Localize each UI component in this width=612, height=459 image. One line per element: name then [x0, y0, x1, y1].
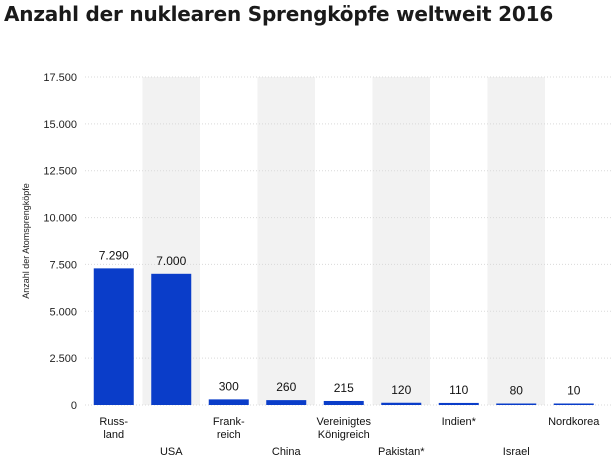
- value-label: 215: [334, 381, 354, 395]
- y-tick-label: 5.000: [49, 306, 77, 318]
- x-tick-label: China: [272, 446, 302, 458]
- value-labels: 7.290 7.000 300 260 215 120 110 80 10: [99, 248, 581, 397]
- x-tick-label: Pakistan*: [378, 446, 425, 458]
- bar: [438, 402, 479, 405]
- bar: [323, 400, 364, 405]
- category-band: [257, 77, 315, 405]
- y-axis: 0 2.500 5.000 7.500 10.000 12.500 15.000 17.500: [43, 72, 77, 412]
- bar: [266, 400, 307, 405]
- value-label: 300: [219, 379, 239, 393]
- x-tick-label: Russ-: [99, 416, 128, 428]
- y-tick-label: 10.000: [43, 213, 77, 225]
- x-tick-label: land: [103, 429, 124, 441]
- x-tick-label: Indien*: [442, 416, 477, 428]
- y-tick-label: 2.500: [49, 353, 77, 365]
- bar: [208, 399, 249, 405]
- category-band: [487, 77, 545, 405]
- value-label: 120: [391, 383, 411, 397]
- x-tick-label: reich: [217, 429, 241, 441]
- bar: [151, 273, 192, 405]
- bar: [553, 403, 594, 405]
- x-tick-label: Königreich: [318, 429, 370, 441]
- x-tick-label: Frank-: [213, 416, 245, 428]
- value-label: 110: [449, 383, 468, 397]
- bar: [381, 402, 422, 405]
- category-band: [372, 77, 430, 405]
- y-tick-label: 7.500: [49, 259, 77, 271]
- x-tick-label: Israel: [503, 446, 530, 458]
- value-label: 7.290: [99, 248, 129, 262]
- x-axis-labels: Russ-land USA Frank-reich China VereinigtesK…: [99, 416, 600, 458]
- bar: [496, 403, 537, 405]
- value-label: 7.000: [156, 254, 186, 268]
- chart-title: Anzahl der nuklearen Sprengköpfe weltwei…: [4, 2, 554, 26]
- y-axis-label: Anzahl der Atomsprengköpfe: [21, 183, 31, 299]
- category-bands: [142, 77, 545, 405]
- y-tick-label: 15.000: [43, 119, 77, 131]
- x-tick-label: USA: [160, 446, 183, 458]
- x-tick-label: Nordkorea: [548, 416, 600, 428]
- value-label: 10: [567, 384, 581, 398]
- y-tick-label: 12.500: [43, 166, 77, 178]
- x-tick-label: Vereinigtes: [317, 416, 372, 428]
- value-label: 80: [510, 384, 524, 398]
- y-tick-label: 0: [71, 400, 77, 412]
- value-label: 260: [276, 380, 296, 394]
- y-tick-label: 17.500: [43, 72, 77, 84]
- bar: [93, 268, 134, 405]
- bars: [93, 268, 594, 405]
